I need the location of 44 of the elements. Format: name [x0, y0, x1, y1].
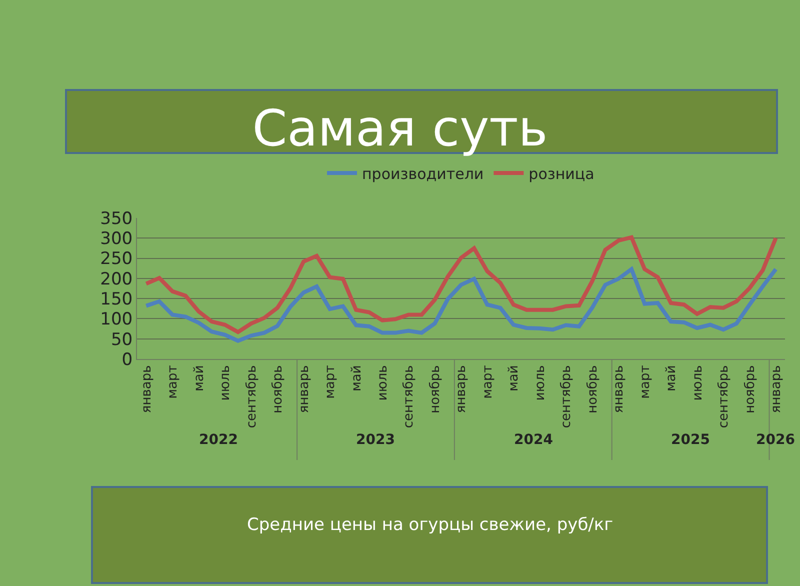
x-tick-label: май — [664, 365, 680, 392]
text: 2026 — [756, 432, 795, 448]
x-tick-label: ноябрь — [270, 365, 286, 414]
x-tick-label: ноябрь — [428, 365, 443, 414]
x-tick-label: сентябрь — [402, 365, 417, 428]
y-tick-label: 0 — [122, 350, 133, 370]
legend-label: производители — [362, 164, 484, 183]
x-tick-label: январь — [454, 365, 470, 414]
x-tick-label: июль — [376, 365, 391, 401]
line-series — [144, 267, 778, 343]
x-tick-label: июль — [218, 365, 234, 401]
text: 2023 — [356, 432, 395, 448]
text: 2024 — [514, 432, 554, 448]
y-tick-label: 50 — [110, 330, 133, 350]
y-tick-label: 200 — [100, 269, 133, 290]
text: 2025 — [671, 432, 710, 448]
x-tick-label: март — [480, 364, 496, 399]
x-tick-label: май — [192, 365, 207, 392]
x-tick-label: январь — [612, 365, 627, 414]
x-tick-label: сентябрь — [559, 365, 574, 428]
y-tick-label: 150 — [100, 290, 133, 310]
x-tick-label: ноябрь — [742, 365, 758, 414]
x-tick-label: июль — [532, 365, 548, 401]
x-tick-label: март — [638, 364, 653, 399]
y-tick-label: 250 — [100, 249, 133, 270]
x-tick-label: сентябрь — [716, 365, 732, 428]
x-tick-label: март — [166, 364, 181, 399]
x-tick-label: май — [506, 365, 522, 392]
line-series — [144, 235, 778, 334]
x-tick-label: ноябрь — [585, 365, 600, 414]
y-tick-label: 300 — [100, 229, 133, 250]
x-tick-label: март — [323, 364, 338, 399]
x-tick-label: январь — [769, 365, 784, 414]
x-tick-label: сентябрь — [244, 365, 260, 428]
text: Средние цены на огурцы свежие, руб/кг — [247, 515, 614, 535]
x-tick-label: январь — [139, 365, 154, 414]
y-tick-label: 100 — [100, 310, 133, 330]
x-tick-label: май — [349, 365, 364, 392]
legend-label: розница — [528, 164, 594, 183]
x-tick-label: июль — [690, 365, 706, 401]
x-tick-label: январь — [296, 365, 312, 414]
chart-title: Самая суть — [252, 100, 548, 158]
text: 2022 — [199, 432, 238, 448]
y-tick-label: 350 — [100, 208, 133, 229]
